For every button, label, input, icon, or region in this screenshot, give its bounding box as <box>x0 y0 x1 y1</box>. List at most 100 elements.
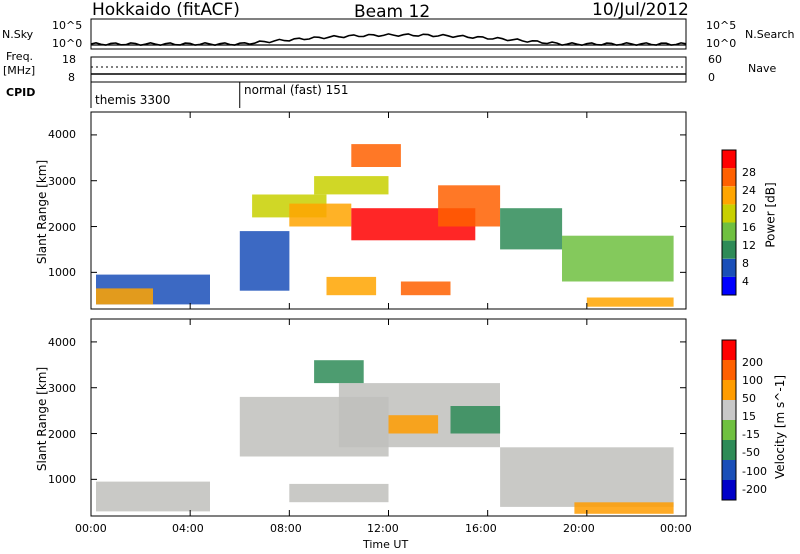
vel-cbar-swatch-2 <box>722 440 736 460</box>
power-cbar-tick-12: 12 <box>742 239 756 252</box>
noise-tick-low: 10^0 <box>52 37 83 50</box>
power-region-4 <box>289 203 352 227</box>
power-panel <box>90 111 687 310</box>
power-cbar-tick-28: 28 <box>742 166 756 179</box>
power-ytick-3000: 3000 <box>48 175 76 188</box>
vel-cbar-swatch-0 <box>722 480 736 500</box>
noise-panel <box>90 18 687 50</box>
cpid-label: CPID <box>6 86 36 99</box>
power-cbar-tick-16: 16 <box>742 221 756 234</box>
date-title: 10/Jul/2012 <box>592 0 689 20</box>
power-region-7 <box>438 185 501 227</box>
xtick-0800: 08:00 <box>270 522 302 535</box>
xtick-0000: 00:00 <box>75 522 107 535</box>
power-cbar-swatch-1 <box>722 258 736 277</box>
vel-cbar-swatch-5 <box>722 380 736 400</box>
velocity-cbar-label: Velocity [m s^-1] <box>773 374 788 480</box>
power-region-10 <box>500 208 563 250</box>
power-region-1 <box>96 288 153 305</box>
power-cbar-swatch-6 <box>722 168 736 187</box>
freq-tick-high: 18 <box>62 53 76 66</box>
freq-tick-low: 8 <box>68 71 75 84</box>
power-ytick-4000: 4000 <box>48 128 76 141</box>
nsearch-label: N.Search <box>745 28 795 41</box>
vel-cbar-tick-50: 50 <box>742 392 756 405</box>
power-region-12 <box>586 297 674 307</box>
noise-tick-high: 10^5 <box>52 19 83 32</box>
power-cbar-swatch-4 <box>722 204 736 223</box>
freq-label: Freq. <box>6 50 34 63</box>
cpid-segment-1: themis 3300 <box>95 93 171 107</box>
xtick-1200: 12:00 <box>367 522 399 535</box>
power-region-9 <box>400 281 451 296</box>
vel-ytick-4000: 4000 <box>48 336 76 349</box>
vel-ytick-1000: 1000 <box>48 473 76 486</box>
vel-cbar-tick-m15: -15 <box>742 428 760 441</box>
cpid-panel <box>90 82 241 108</box>
vel-cbar-tick-m50: -50 <box>742 446 760 459</box>
freq-frame <box>90 56 687 83</box>
power-region-8 <box>314 176 389 195</box>
power-cbar-swatch-0 <box>722 276 736 295</box>
vel-cbar-tick-m200: -200 <box>742 483 767 496</box>
vel-cbar-swatch-4 <box>722 400 736 420</box>
vel-cbar-frame <box>721 339 737 501</box>
power-cbar-swatch-7 <box>722 150 736 169</box>
xtick-2400: 00:00 <box>660 522 692 535</box>
power-region-5 <box>351 144 401 167</box>
vel-cbar-swatch-7 <box>722 340 736 360</box>
noise-sky-line <box>90 33 687 47</box>
vel-cbar-swatch-3 <box>722 420 736 440</box>
nave-tick-high: 60 <box>708 53 722 66</box>
freq-unit-label: [MHz] <box>3 64 36 77</box>
velocity-region-8 <box>289 483 389 503</box>
power-cbar-frame <box>721 149 737 296</box>
velocity-region-6 <box>500 447 674 507</box>
power-cbar-label: Power [dB] <box>763 182 778 248</box>
vel-cbar-tick-m100: -100 <box>742 465 767 478</box>
vel-cbar-swatch-1 <box>722 460 736 480</box>
power-ylabel: Slant Range [km] <box>35 159 50 265</box>
xtick-0400: 04:00 <box>172 522 204 535</box>
power-cbar-swatch-2 <box>722 240 736 259</box>
velocity-region-0 <box>96 481 210 512</box>
power-cbar-swatch-5 <box>722 186 736 205</box>
velocity-region-7 <box>574 502 674 514</box>
power-region-2 <box>239 231 290 291</box>
freq-panel <box>90 56 687 83</box>
vel-ytick-2000: 2000 <box>48 428 76 441</box>
velocity-panel <box>90 318 687 517</box>
noise-tick-right-high: 10^5 <box>706 19 737 32</box>
power-colorbar <box>721 149 737 296</box>
velocity-colorbar <box>721 339 737 501</box>
beam-title: Beam 12 <box>354 2 431 22</box>
nave-label: Nave <box>748 62 777 75</box>
xtick-1600: 16:00 <box>465 522 497 535</box>
power-ytick-1000: 1000 <box>48 266 76 279</box>
nave-tick-low: 0 <box>708 71 715 84</box>
xlabel: Time UT <box>363 538 409 551</box>
vel-cbar-tick-100: 100 <box>742 374 763 387</box>
nsky-label: N.Sky <box>2 28 34 41</box>
power-cbar-tick-24: 24 <box>742 184 756 197</box>
velocity-ylabel: Slant Range [km] <box>35 366 50 472</box>
station-title: Hokkaido (fitACF) <box>92 0 240 20</box>
velocity-region-3 <box>388 415 439 434</box>
power-cbar-tick-4: 4 <box>742 275 749 288</box>
power-cbar-tick-20: 20 <box>742 202 756 215</box>
xtick-2000: 20:00 <box>563 522 595 535</box>
power-ytick-2000: 2000 <box>48 221 76 234</box>
vel-ytick-3000: 3000 <box>48 382 76 395</box>
velocity-region-4 <box>450 406 501 434</box>
noise-tick-right-low: 10^0 <box>706 37 737 50</box>
noise-frame <box>90 18 687 50</box>
power-region-11 <box>562 235 674 282</box>
power-region-13 <box>326 276 377 296</box>
velocity-region-5 <box>314 360 364 384</box>
vel-cbar-tick-15: 15 <box>742 410 756 423</box>
power-cbar-tick-8: 8 <box>742 257 749 270</box>
vel-cbar-swatch-6 <box>722 360 736 380</box>
cpid-segment-2: normal (fast) 151 <box>244 83 349 97</box>
power-cbar-swatch-3 <box>722 222 736 241</box>
